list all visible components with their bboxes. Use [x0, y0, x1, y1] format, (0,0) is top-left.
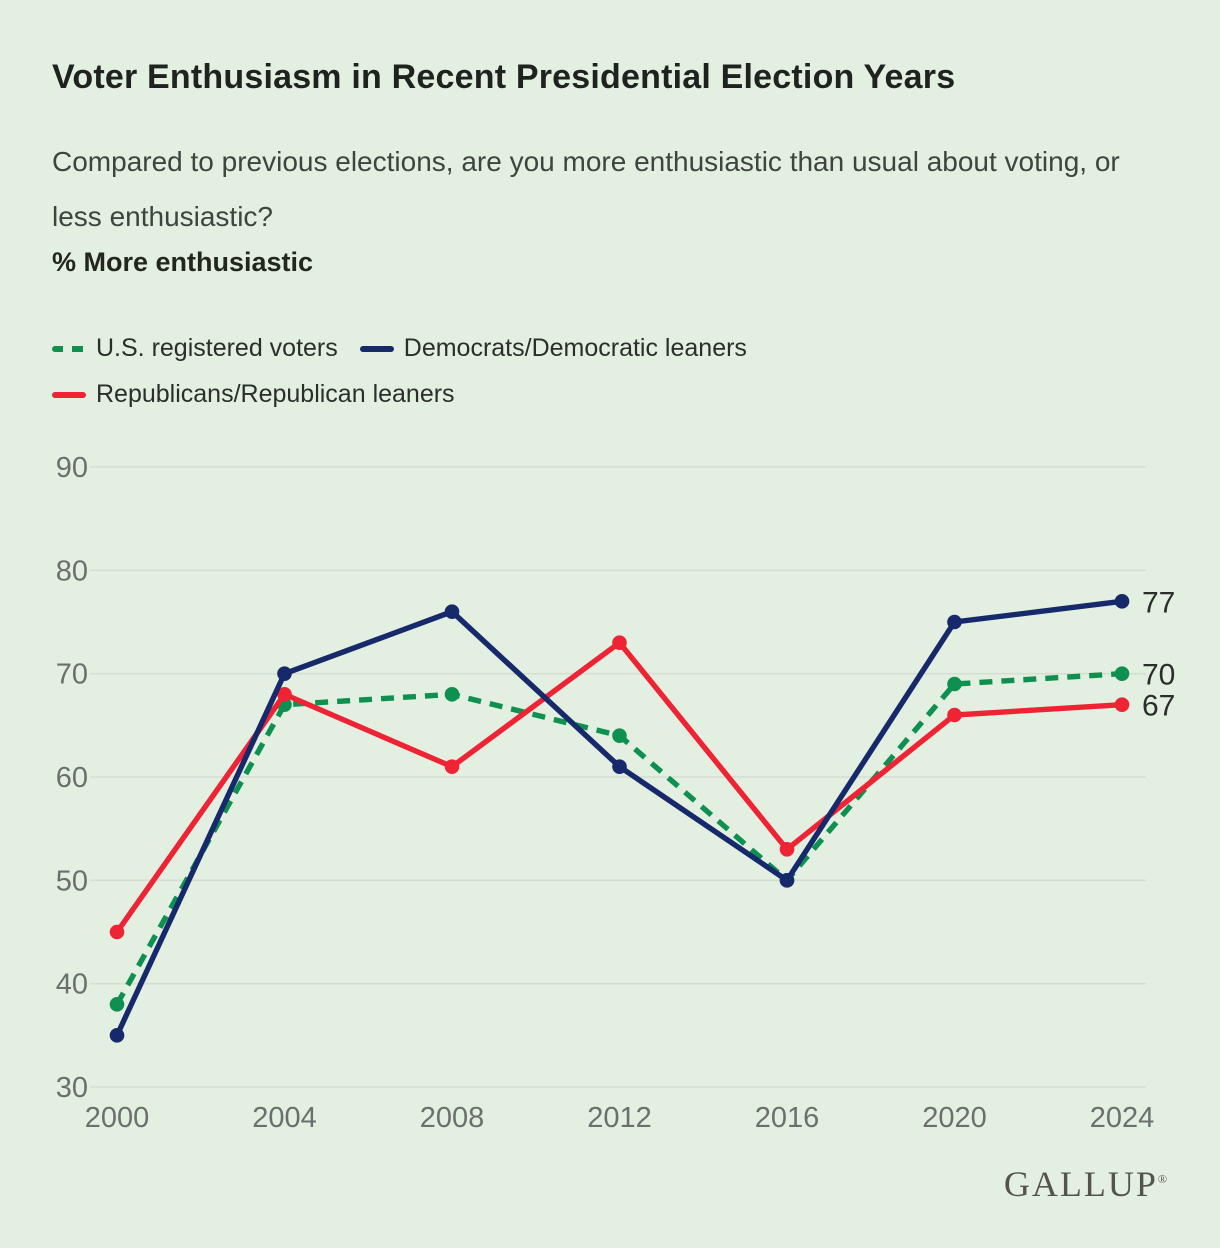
y-axis-tick-label: 80 — [56, 555, 88, 587]
x-axis-tick-label: 2020 — [922, 1102, 987, 1134]
data-point-marker — [779, 842, 795, 857]
y-axis-tick-label: 40 — [56, 969, 88, 1001]
data-point-marker — [947, 707, 962, 723]
x-axis-tick-label: 2008 — [420, 1102, 485, 1134]
data-point-marker — [779, 873, 795, 888]
data-point-marker — [612, 759, 627, 774]
x-axis-tick-label: 2024 — [1090, 1102, 1155, 1134]
registered-trademark-icon: ® — [1157, 1172, 1167, 1186]
legend-label: Democrats/Democratic leaners — [403, 334, 747, 362]
data-point-marker — [1114, 666, 1130, 681]
y-axis-tick-label: 60 — [56, 762, 88, 794]
data-point-marker — [444, 687, 460, 702]
y-axis-tick-label: 90 — [56, 452, 88, 484]
x-axis-tick-label: 2016 — [755, 1102, 820, 1134]
legend-label: Republicans/Republican leaners — [96, 380, 455, 408]
series-end-value-label: 77 — [1142, 586, 1175, 619]
series-1 — [109, 594, 1130, 1043]
gallup-logo-text: GALLUP — [1003, 1164, 1158, 1204]
democrats-line-swatch — [359, 345, 394, 352]
page-title: Voter Enthusiasm in Recent Presidential … — [52, 58, 956, 96]
series-0 — [109, 666, 1130, 1012]
data-point-marker — [612, 635, 627, 650]
series-end-value-label: 67 — [1142, 690, 1175, 723]
chart-legend: U.S. registered voters Democrats/Democra… — [52, 334, 1032, 409]
series-line — [114, 598, 1123, 1037]
data-point-marker — [444, 759, 460, 774]
data-point-marker — [109, 1028, 125, 1043]
data-point-marker — [109, 997, 125, 1012]
data-point-marker — [277, 666, 292, 681]
data-point-marker — [277, 687, 292, 702]
data-point-marker — [612, 728, 627, 743]
series-end-value-label: 70 — [1142, 659, 1175, 692]
y-axis-tick-label: 30 — [56, 1072, 88, 1104]
series-2 — [109, 635, 1130, 940]
x-axis-tick-label: 2004 — [252, 1102, 317, 1134]
data-point-marker — [277, 697, 292, 712]
data-point-marker — [444, 604, 460, 619]
data-point-marker — [947, 676, 962, 692]
survey-question-text: Compared to previous elections, are you … — [52, 146, 1120, 232]
series-line — [114, 638, 1123, 934]
y-axis-tick-label: 70 — [56, 659, 88, 691]
registered-voters-dashed-line-swatch — [52, 345, 86, 352]
data-point-marker — [109, 924, 125, 940]
y-axis-labels: 30 40 50 60 70 80 90 — [56, 452, 88, 1104]
legend-item-registered-voters: U.S. registered voters — [52, 334, 338, 363]
legend-item-democrats: Democrats/Democratic leaners — [359, 334, 747, 363]
gallup-logo: GALLUP® — [1004, 1163, 1167, 1205]
data-point-marker — [779, 873, 795, 888]
legend-item-republicans: Republicans/Republican leaners — [52, 380, 455, 409]
x-axis-tick-label: 2012 — [587, 1102, 652, 1134]
data-point-marker — [947, 614, 962, 630]
republicans-line-swatch — [52, 391, 86, 398]
y-axis-tick-label: 50 — [56, 865, 88, 897]
legend-label: U.S. registered voters — [96, 334, 338, 362]
metric-label: % More enthusiastic — [52, 247, 314, 277]
x-axis-tick-label: 2000 — [85, 1102, 150, 1134]
data-point-marker — [1114, 697, 1130, 712]
x-axis-labels: 2000 2004 2008 2012 2016 2020 2024 — [85, 1102, 1155, 1134]
gridlines-group — [90, 466, 1146, 1088]
series-line — [114, 670, 1123, 1006]
data-point-marker — [1114, 594, 1130, 609]
